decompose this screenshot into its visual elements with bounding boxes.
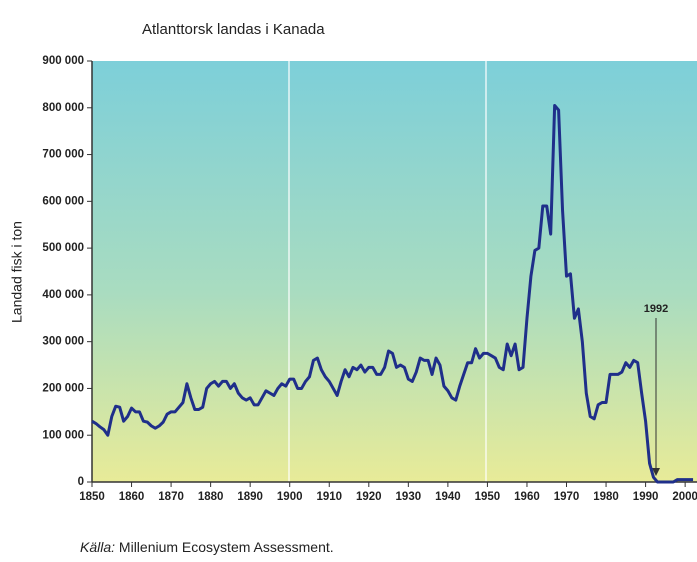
y-tick-label: 800 000 xyxy=(42,102,84,114)
x-tick-label: 2000 xyxy=(672,491,697,503)
y-tick-label: 300 000 xyxy=(42,336,84,348)
x-tick-label: 1870 xyxy=(158,491,184,503)
x-tick-label: 1880 xyxy=(198,491,224,503)
x-tick-label: 1900 xyxy=(277,491,303,503)
chart-title: Atlanttorsk landas i Kanada xyxy=(142,21,325,38)
y-tick-label: 200 000 xyxy=(42,382,84,394)
source-label: Källa: xyxy=(80,539,115,555)
y-axis-label: Landad fisk i ton xyxy=(9,221,25,323)
x-tick-label: 1850 xyxy=(79,491,105,503)
x-tick-label: 1940 xyxy=(435,491,461,503)
x-tick-label: 1970 xyxy=(554,491,580,503)
x-tick-label: 1980 xyxy=(593,491,619,503)
x-tick-label: 1920 xyxy=(356,491,382,503)
y-tick-label: 900 000 xyxy=(42,55,84,67)
y-tick-label: 100 000 xyxy=(42,429,84,441)
plot-background xyxy=(92,61,697,482)
annotation: 1992 xyxy=(644,303,668,315)
x-tick-label: 1860 xyxy=(119,491,145,503)
y-tick-label: 0 xyxy=(78,476,84,488)
y-tick-label: 500 000 xyxy=(42,242,84,254)
y-tick-label: 400 000 xyxy=(42,289,84,301)
y-tick-label: 600 000 xyxy=(42,195,84,207)
chart: Atlanttorsk landas i Kanada Landad fisk … xyxy=(0,0,697,562)
y-tick-label: 700 000 xyxy=(42,149,84,161)
x-tick-label: 1950 xyxy=(475,491,501,503)
x-tick-label: 1890 xyxy=(237,491,263,503)
x-tick-label: 1930 xyxy=(396,491,422,503)
x-tick-label: 1960 xyxy=(514,491,540,503)
source: Källa: Millenium Ecosystem Assessment. xyxy=(80,539,334,555)
x-tick-label: 1910 xyxy=(316,491,342,503)
x-tick-label: 1990 xyxy=(633,491,659,503)
source-text: Millenium Ecosystem Assessment. xyxy=(119,539,334,555)
